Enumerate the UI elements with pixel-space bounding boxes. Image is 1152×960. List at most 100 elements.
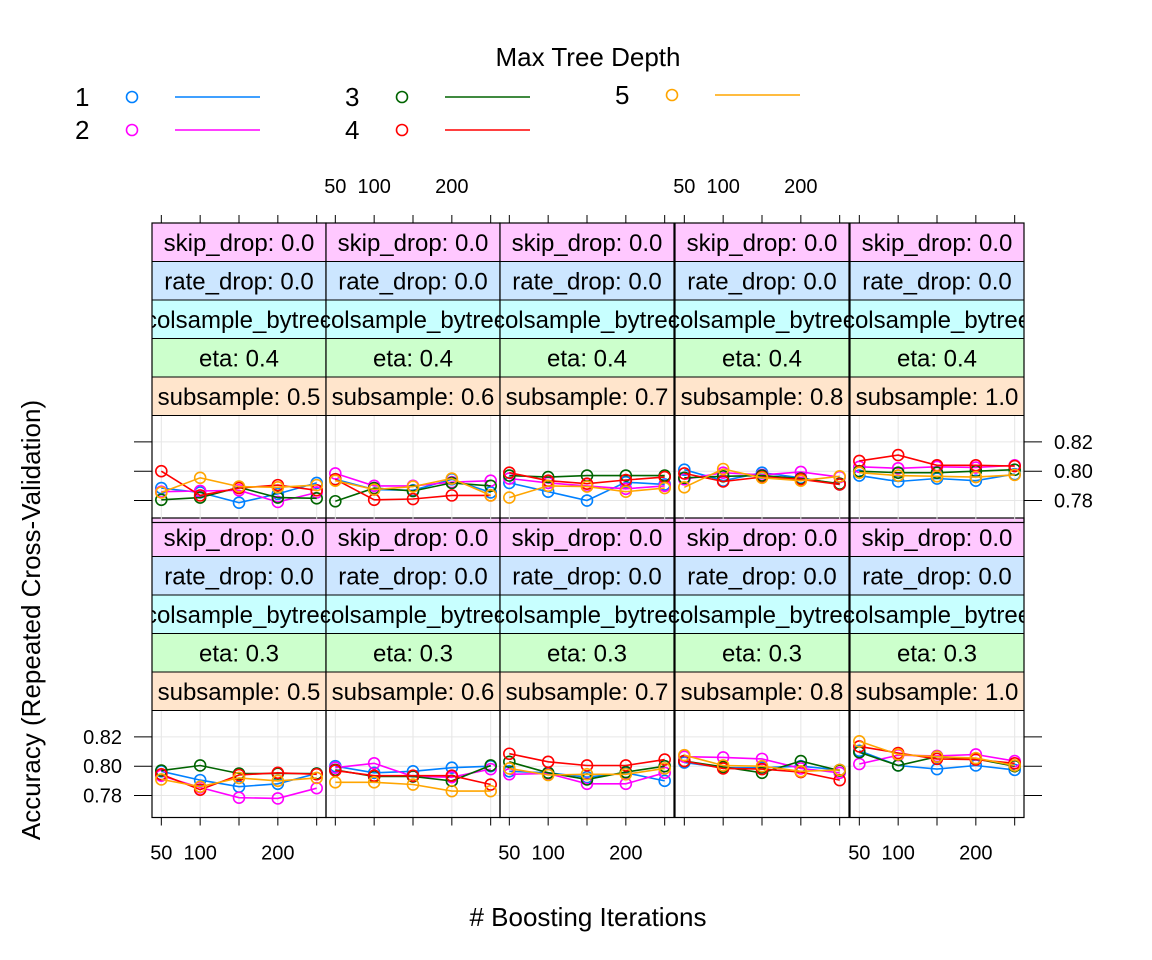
strip-label: subsample: 1.0 [856,679,1019,706]
data-point-5 [1008,759,1021,772]
panel: skip_drop: 0.0 rate_drop: 0.0 colsample_by… [674,517,850,819]
strip-label: colsample_bytree [843,602,1031,629]
data-point-5 [755,471,769,485]
data-point-4 [619,759,633,772]
data-point-5 [853,734,866,748]
strip-background [325,261,501,301]
strip-label: eta: 0.3 [722,641,802,668]
data-point-2 [271,495,285,509]
legend-marker [125,123,139,137]
data-point-5 [716,759,730,772]
series-line-5 [509,485,665,499]
series-line-3 [684,760,840,774]
strip-background [325,517,501,557]
series-line-5 [684,754,840,773]
data-point-4 [484,778,497,791]
x-tick-label: 200 [261,843,294,865]
data-point-5 [503,762,516,775]
x-tick-label: 200 [609,843,642,865]
data-point-4 [445,769,459,783]
data-point-5 [193,471,207,485]
strip-label: eta: 0.3 [547,641,627,668]
data-point-3 [503,755,516,769]
series-line-5 [509,767,665,776]
data-point-5 [445,784,459,798]
strip-background [499,376,675,416]
legend-marker [665,88,679,102]
x-tick-label: 50 [150,843,172,865]
data-point-5 [406,480,420,493]
data-point-1 [580,494,594,507]
strip-label: subsample: 0.8 [681,384,844,411]
strip-background [674,671,850,711]
legend-label: 2 [75,115,89,145]
panel: skip_drop: 0.0 rate_drop: 0.0 colsample_by… [674,222,850,524]
panel: skip_drop: 0.0 rate_drop: 0.0 colsample_by… [151,517,327,819]
strip-background [849,376,1025,416]
data-point-2 [193,484,207,498]
y-tick-label: 0.82 [83,727,122,749]
strip-background [325,556,501,596]
data-point-5 [541,768,555,782]
panel: skip_drop: 0.0 rate_drop: 0.0 colsample_by… [319,222,507,524]
series-line-5 [335,781,491,792]
data-point-5 [969,470,983,484]
strip-background [499,261,675,301]
strip-label: colsample_bytree [319,307,507,334]
data-point-2 [853,460,866,474]
x-tick-label: 50 [498,843,520,865]
x-tick-label: 100 [531,843,564,865]
data-point-4 [271,766,285,780]
series-line-3 [859,468,1015,474]
series-line-4 [859,454,1015,467]
strip-background [849,556,1025,596]
data-point-3 [406,484,420,498]
data-point-1 [445,761,459,774]
data-point-4 [406,492,420,506]
legend: 12 34 5 [75,80,800,145]
strip-label: eta: 0.4 [722,346,802,373]
strip-label: subsample: 0.8 [681,679,844,706]
data-point-1 [193,773,207,787]
data-point-5 [367,776,381,789]
data-point-2 [367,756,381,770]
legend-marker [125,90,139,104]
data-point-4 [678,467,691,480]
data-point-5 [1008,468,1021,482]
strip-label: subsample: 0.5 [158,384,321,411]
data-point-3 [541,470,555,484]
strip-label: colsample_bytree [319,602,507,629]
data-point-5 [658,481,671,495]
strip-label: skip_drop: 0.0 [687,525,838,552]
data-point-5 [503,491,516,504]
series-line-1 [509,481,665,502]
data-point-5 [580,480,594,493]
data-point-4 [891,448,905,462]
strip-label: eta: 0.3 [373,641,453,668]
x-tick-label: 100 [357,176,390,198]
strip-background [499,556,675,596]
strip-label: eta: 0.4 [199,346,279,373]
data-point-2 [329,467,342,480]
data-point-5 [891,469,905,482]
x-tick-label: 100 [881,843,914,865]
strip-label: skip_drop: 0.0 [687,230,838,257]
strip-label: subsample: 0.7 [506,679,669,706]
data-point-1 [232,496,246,510]
strip-label: rate_drop: 0.0 [687,564,836,591]
data-point-3 [484,759,497,772]
data-point-5 [930,470,944,483]
data-point-4 [155,464,168,478]
strip-background [674,517,850,557]
data-point-5 [445,472,459,485]
strip-label: subsample: 0.7 [506,384,669,411]
data-point-5 [271,774,285,788]
data-point-5 [155,773,168,786]
data-point-1 [1008,763,1021,777]
strip-label: rate_drop: 0.0 [164,269,313,296]
data-point-4 [503,466,516,479]
strip-label: rate_drop: 0.0 [164,564,313,591]
data-point-5 [310,771,323,785]
strip-label: subsample: 1.0 [856,384,1019,411]
